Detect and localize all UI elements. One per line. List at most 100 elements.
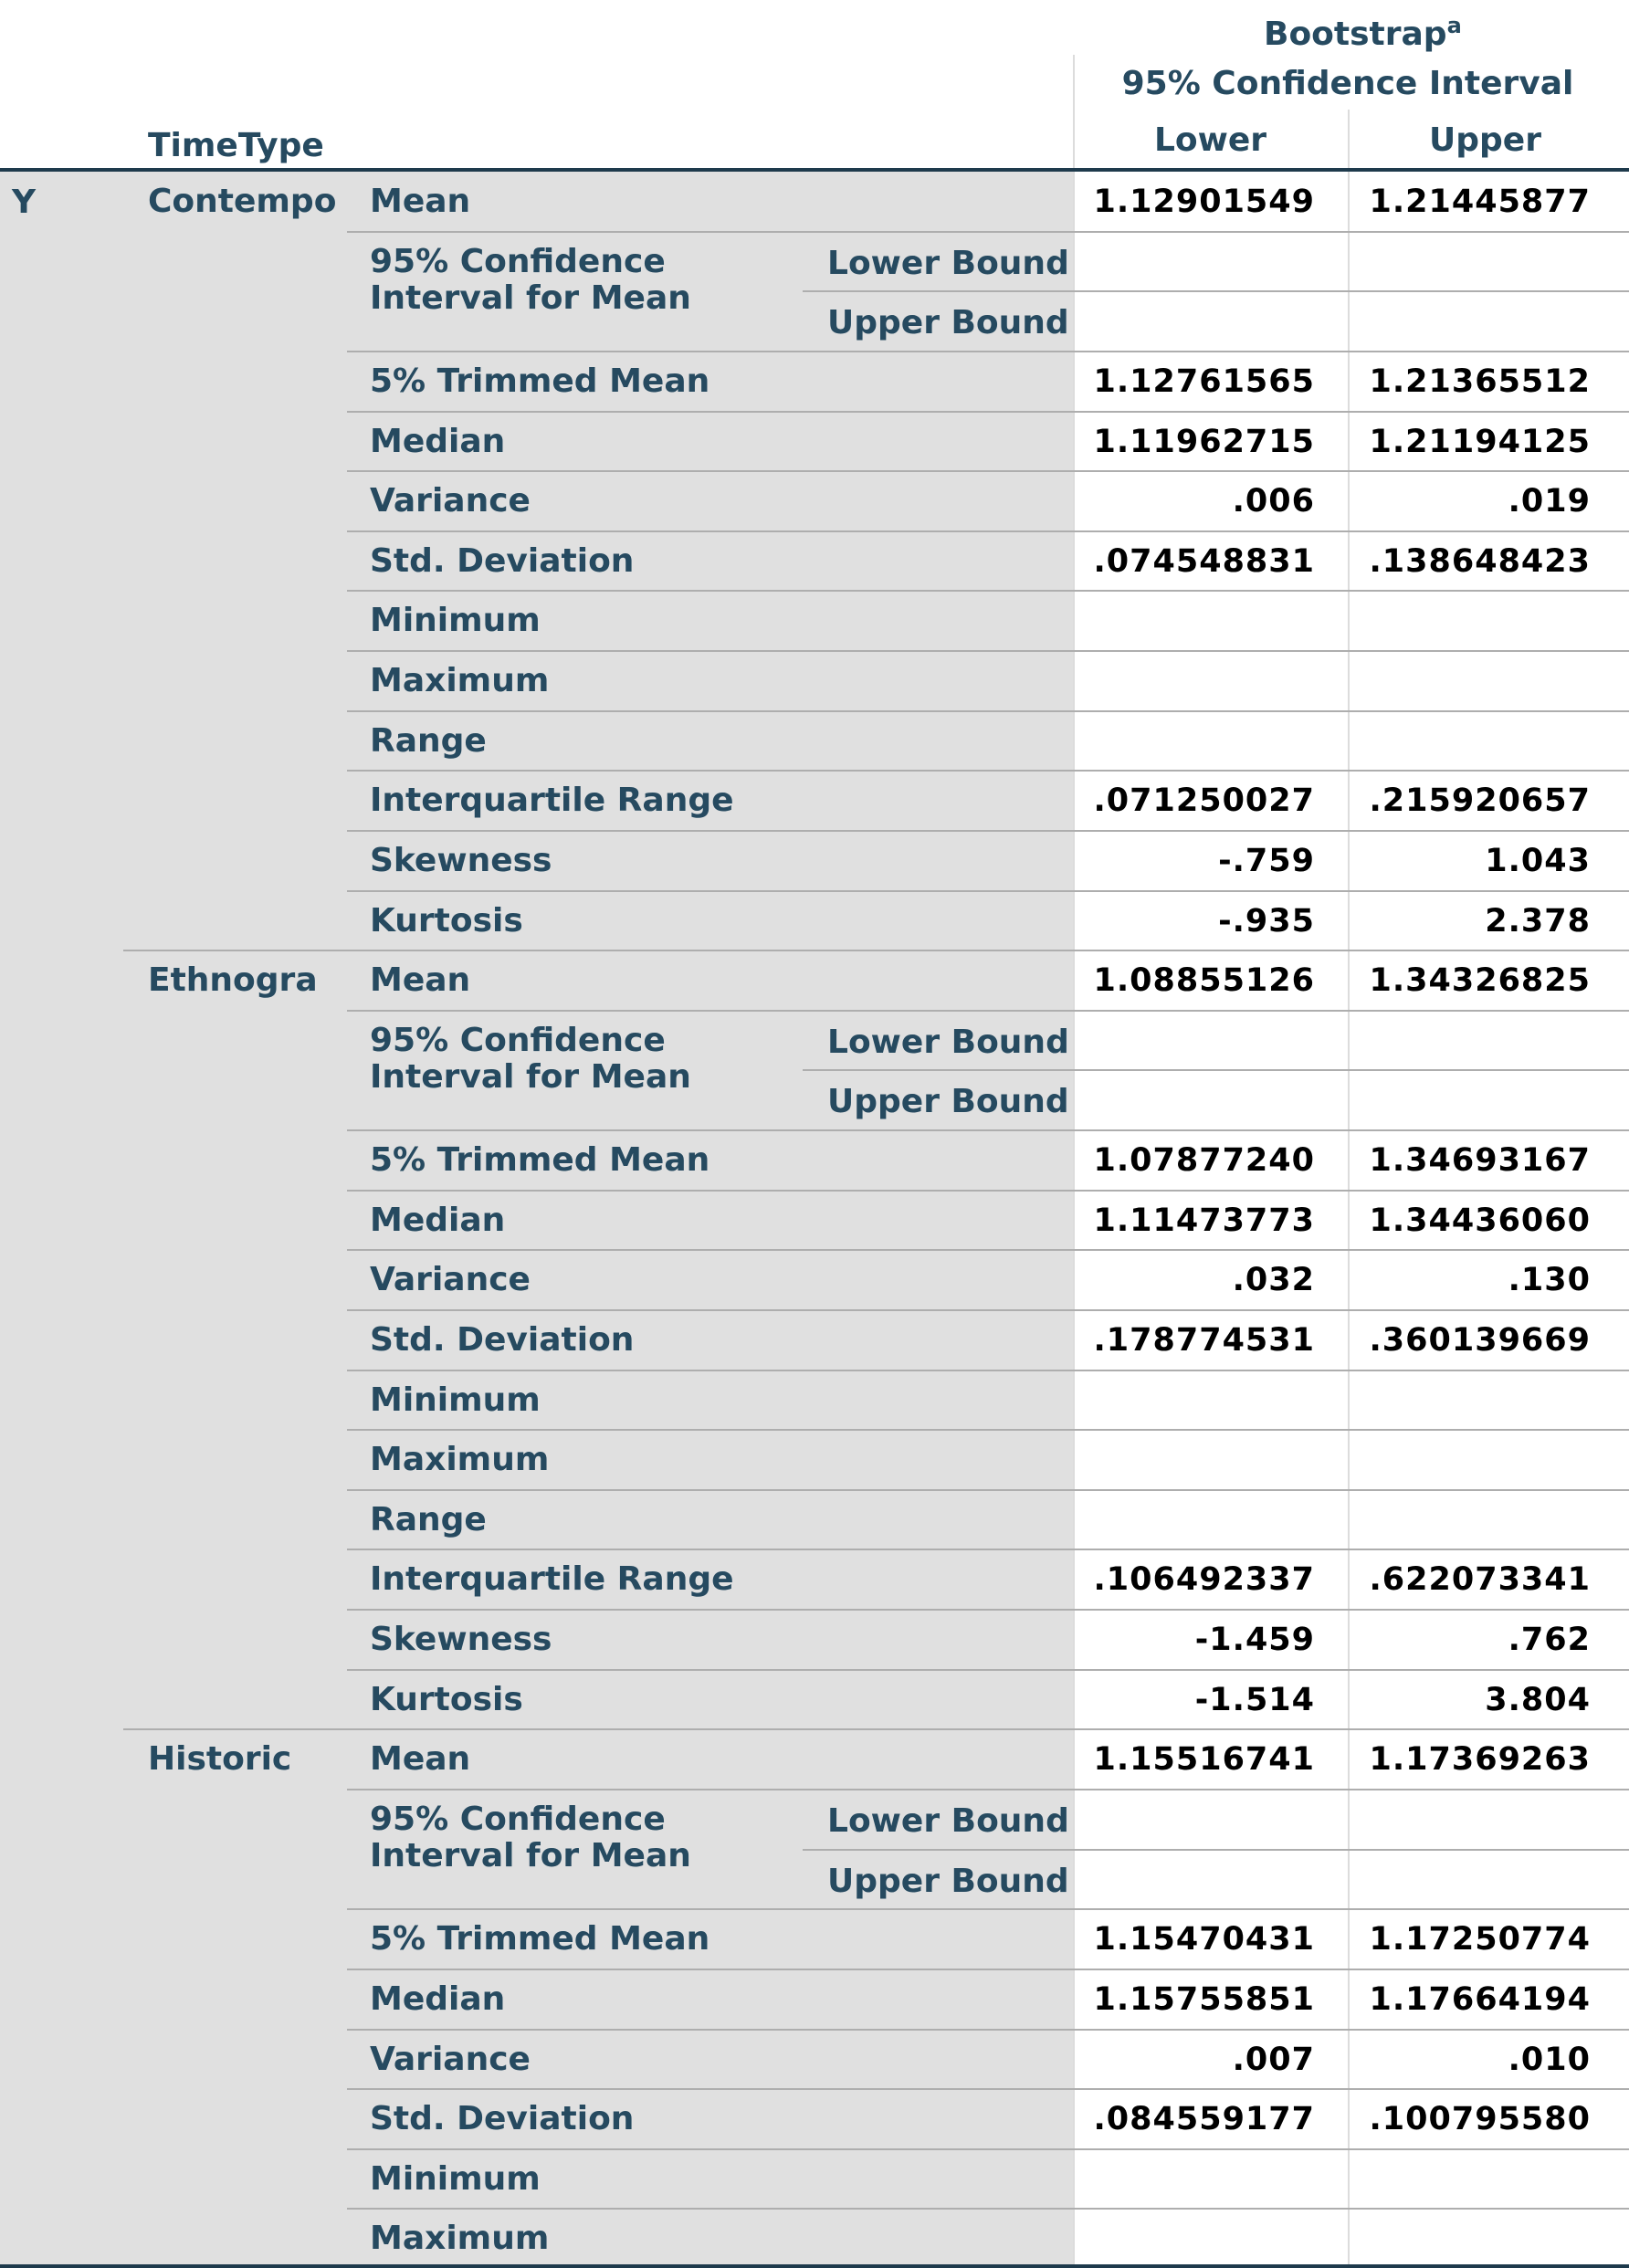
col-line: [1073, 55, 1075, 2268]
timetype-header: TimeType: [148, 127, 324, 164]
row-rule: [347, 1429, 1629, 1432]
stat-label: 5% Trimmed Mean: [370, 362, 710, 400]
bound-label: Upper Bound: [827, 304, 1069, 342]
stat-label: Maximum: [370, 662, 550, 700]
upper-value: .622073341: [1369, 1561, 1591, 1599]
upper-value: .019: [1508, 483, 1591, 520]
row-rule: [347, 1609, 1629, 1612]
row-rule: [347, 590, 1629, 593]
upper-value: 1.21445877: [1369, 184, 1591, 220]
stat-label: Interquartile Range: [370, 782, 734, 820]
upper-value: .010: [1508, 2041, 1591, 2078]
stat-label: Variance: [370, 2040, 531, 2078]
row-rule: [347, 2208, 1629, 2210]
row-rule: [347, 1789, 1629, 1790]
stat-label: Range: [370, 1500, 487, 1538]
bound-label: Lower Bound: [827, 1023, 1069, 1061]
upper-value: .762: [1508, 1622, 1591, 1659]
stat-label: Std. Deviation: [370, 1320, 635, 1359]
lower-value: .032: [1232, 1262, 1315, 1299]
row-rule: [347, 650, 1629, 653]
lower-header: Lower: [1153, 121, 1267, 159]
stat-label: 95% Confidence Interval for Mean: [370, 1021, 691, 1096]
lower-value: 1.15755851: [1093, 1980, 1315, 2018]
variable-label: Y: [12, 184, 37, 221]
stat-label: Maximum: [370, 2220, 550, 2258]
upper-value: 1.17369263: [1369, 1741, 1591, 1779]
row-rule: [347, 1908, 1629, 1911]
row-rule: [347, 2088, 1629, 2091]
row-rule: [803, 1848, 1629, 1851]
lower-value: .071250027: [1093, 782, 1315, 820]
stat-label: Minimum: [370, 602, 541, 640]
upper-value: 1.17250774: [1369, 1921, 1591, 1958]
stat-label: Skewness: [370, 841, 552, 879]
row-rule: [347, 1009, 1629, 1012]
stat-label: Skewness: [370, 1621, 552, 1659]
upper-value: 1.21194125: [1369, 423, 1591, 460]
row-rule: [347, 1129, 1629, 1132]
upper-value: 2.378: [1485, 902, 1591, 940]
lower-value: 1.15470431: [1093, 1921, 1315, 1958]
lower-value: 1.15516741: [1093, 1741, 1315, 1779]
upper-value: .138648423: [1369, 542, 1591, 580]
bound-label: Lower Bound: [827, 244, 1069, 282]
lower-value: .006: [1232, 483, 1315, 520]
row-rule: [347, 709, 1629, 712]
stat-label: Kurtosis: [370, 1680, 523, 1718]
lower-value: 1.12761565: [1093, 362, 1315, 400]
bottom-rule: [0, 2264, 1629, 2268]
stat-label: Median: [370, 1201, 506, 1239]
bound-label: Upper Bound: [827, 1862, 1069, 1900]
row-rule: [347, 470, 1629, 473]
row-rule: [347, 770, 1629, 772]
lower-value: -.759: [1218, 842, 1315, 879]
stat-label: Interquartile Range: [370, 1560, 734, 1599]
row-rule: [347, 889, 1629, 892]
stat-label: Mean: [370, 1740, 471, 1779]
stat-label: Std. Deviation: [370, 2100, 635, 2138]
lower-value: -.935: [1218, 902, 1315, 940]
stat-label: Minimum: [370, 2159, 541, 2198]
header-rule: [0, 168, 1629, 172]
stat-label: Median: [370, 1979, 506, 2018]
bootstrap-header: Bootstrapa: [1264, 7, 1462, 53]
stat-label: 5% Trimmed Mean: [370, 1920, 710, 1958]
stat-label: Kurtosis: [370, 901, 523, 940]
label-background: [0, 171, 1073, 2268]
upper-value: 1.34326825: [1369, 962, 1591, 1000]
stat-label: 95% Confidence Interval for Mean: [370, 242, 691, 317]
group-rule: [123, 1728, 1629, 1731]
stat-label: Mean: [370, 183, 471, 220]
upper-value: 1.21365512: [1369, 362, 1591, 400]
row-rule: [347, 1668, 1629, 1671]
upper-value: .360139669: [1369, 1321, 1591, 1359]
row-rule: [347, 2028, 1629, 2031]
row-rule: [347, 1549, 1629, 1551]
col-line: [1348, 110, 1350, 2268]
upper-value: 1.34693167: [1369, 1142, 1591, 1180]
row-rule: [347, 530, 1629, 532]
group-label: Ethnogra: [148, 961, 318, 1000]
row-rule: [347, 1369, 1629, 1371]
stat-label: Mean: [370, 961, 471, 1000]
stat-label: Median: [370, 422, 506, 460]
row-rule: [347, 1308, 1629, 1311]
lower-value: .178774531: [1093, 1321, 1315, 1359]
stat-label: Variance: [370, 482, 531, 520]
lower-value: 1.11962715: [1093, 423, 1315, 460]
lower-value: -1.514: [1194, 1681, 1315, 1718]
row-rule: [347, 1488, 1629, 1491]
stat-label: Std. Deviation: [370, 541, 635, 580]
row-rule: [803, 1069, 1629, 1072]
upper-value: 1.34436060: [1369, 1202, 1591, 1239]
row-rule: [347, 1189, 1629, 1192]
upper-value: 1.043: [1485, 842, 1591, 879]
upper-value: .130: [1508, 1262, 1591, 1299]
bootstrap: Bootstrap: [1264, 16, 1447, 53]
lower-value: 1.12901549: [1093, 184, 1315, 220]
ci-header: 95% Confidence Interval: [1121, 65, 1574, 102]
stat-label: Minimum: [370, 1381, 541, 1419]
stat-label: 5% Trimmed Mean: [370, 1141, 710, 1180]
bound-label: Lower Bound: [827, 1802, 1069, 1840]
